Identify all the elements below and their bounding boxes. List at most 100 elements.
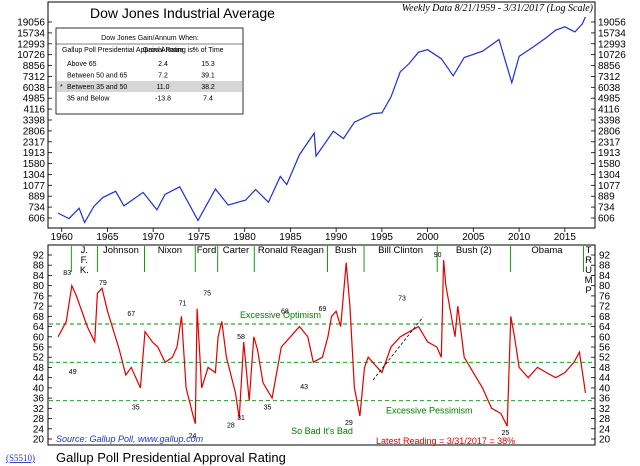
djia-tick-label-left: 12993 bbox=[17, 39, 45, 50]
gallup-tick-label-left: 80 bbox=[33, 281, 45, 292]
peak-label: 90 bbox=[434, 252, 442, 259]
gallup-tick-label-right: 40 bbox=[599, 383, 611, 394]
gallup-tick-label-right: 44 bbox=[599, 373, 611, 384]
president-name: Ronald Reagan bbox=[258, 245, 324, 256]
table-row-gain: 11.0 bbox=[156, 84, 169, 91]
gallup-tick-label-left: 20 bbox=[33, 435, 45, 446]
peak-label: 43 bbox=[300, 384, 308, 391]
djia-tick-label-right: 606 bbox=[598, 214, 615, 225]
djia-tick-label-right: 8856 bbox=[598, 61, 621, 72]
gallup-tick-label-right: 60 bbox=[599, 332, 611, 343]
table-rows: Above 65 2.4 15.3 Between 50 and 65 7.2 39.1 *… bbox=[57, 61, 242, 103]
gallup-tick-label-right: 48 bbox=[599, 363, 611, 374]
gallup-tick-label-left: 32 bbox=[33, 404, 45, 415]
djia-right-axis: 6067348891077130415801913231728063398411… bbox=[591, 18, 626, 225]
djia-tick-label-right: 6038 bbox=[598, 83, 621, 94]
gallup-tick-label-right: 80 bbox=[599, 281, 611, 292]
gallup-tick-label-left: 92 bbox=[33, 251, 45, 262]
peak-label: 31 bbox=[237, 415, 245, 422]
djia-tick-label-right: 15734 bbox=[598, 28, 626, 39]
peak-label: 71 bbox=[179, 301, 187, 308]
gallup-plot-frame bbox=[47, 244, 596, 446]
peak-label: 83 bbox=[63, 270, 71, 277]
gallup-tick-label-left: 60 bbox=[33, 332, 45, 343]
latest-reading: Latest Reading = 3/31/2017 = 38% bbox=[376, 436, 515, 446]
peak-label: 79 bbox=[99, 280, 107, 287]
gallup-tick-label-right: 64 bbox=[599, 322, 611, 333]
president-name: Bush (2) bbox=[456, 245, 492, 256]
year-tick-label: 1960 bbox=[51, 232, 74, 243]
gallup-tick-label-left: 44 bbox=[33, 373, 45, 384]
djia-tick-label-left: 2806 bbox=[23, 126, 46, 137]
table-frame bbox=[55, 27, 244, 115]
gallup-tick-label-right: 32 bbox=[599, 404, 611, 415]
table-row-label: Between 50 and 65 bbox=[67, 73, 127, 80]
djia-panel: Dow Jones Industrial Average Weekly Data… bbox=[17, 1, 626, 229]
gallup-tick-label-left: 28 bbox=[33, 414, 45, 425]
table-header-pct: % of Time bbox=[192, 47, 223, 54]
gallup-tick-label-left: 76 bbox=[33, 291, 45, 302]
gallup-tick-label-left: 36 bbox=[33, 394, 45, 405]
peak-label: 28 bbox=[227, 423, 235, 430]
gallup-tick-label-left: 56 bbox=[33, 343, 45, 354]
gallup-tick-label-left: 88 bbox=[33, 261, 45, 272]
peak-label: 67 bbox=[127, 311, 135, 318]
table-caption: Dow Jones Gain/Annum When: bbox=[101, 35, 199, 42]
djia-tick-label-right: 1077 bbox=[598, 181, 621, 192]
president-name: Nixon bbox=[158, 245, 182, 256]
djia-tick-label-left: 3398 bbox=[23, 116, 46, 127]
peak-label: 35 bbox=[264, 405, 272, 412]
president-name: Bush bbox=[335, 245, 357, 256]
gallup-tick-label-left: 84 bbox=[33, 271, 45, 282]
gallup-tick-label-right: 68 bbox=[599, 312, 611, 323]
table-row-gain: 7.2 bbox=[158, 73, 168, 80]
gallup-tick-label-right: 56 bbox=[599, 343, 611, 354]
peak-label: 68 bbox=[281, 308, 289, 315]
year-axis: 1960 1965 1970 1975 1980 1985 1990 1995 2000 2005… bbox=[51, 228, 577, 243]
djia-tick-label-right: 7312 bbox=[598, 72, 621, 83]
gallup-tick-label-right: 52 bbox=[599, 353, 611, 364]
threshold-label: Excessive Optimism bbox=[240, 310, 321, 320]
year-tick-label: 2010 bbox=[508, 232, 531, 243]
year-tick-label: 1975 bbox=[188, 232, 211, 243]
djia-title: Dow Jones Industrial Average bbox=[90, 5, 275, 21]
dow-gain-table: Dow Jones Gain/Annum When: Gallup Poll P… bbox=[55, 27, 244, 115]
table-row-marker: * bbox=[60, 84, 63, 91]
djia-tick-label-right: 734 bbox=[598, 203, 615, 214]
year-tick-label: 1990 bbox=[325, 232, 348, 243]
gallup-tick-label-left: 68 bbox=[33, 312, 45, 323]
peak-label: 69 bbox=[319, 306, 327, 313]
bottom-title: Gallup Poll Presidential Approval Rating bbox=[56, 450, 286, 465]
year-tick-label: 2000 bbox=[416, 232, 439, 243]
zone-label: So Bad It's Bad bbox=[291, 426, 353, 436]
djia-tick-label-left: 1304 bbox=[23, 170, 46, 181]
peak-label: 29 bbox=[345, 420, 353, 427]
gallup-tick-label-right: 84 bbox=[599, 271, 611, 282]
djia-tick-label-left: 734 bbox=[28, 203, 45, 214]
gallup-tick-label-left: 40 bbox=[33, 383, 45, 394]
president-name: J. F. K. bbox=[80, 245, 89, 276]
table-row-pct: 39.1 bbox=[201, 73, 215, 80]
threshold-lines: Excessive Optimism Excessive Pessimism bbox=[49, 310, 594, 416]
chart-code[interactable]: (S5510) bbox=[6, 453, 35, 463]
djia-tick-label-left: 1077 bbox=[23, 181, 46, 192]
year-tick-label: 1970 bbox=[142, 232, 165, 243]
president-name: Bill Clinton bbox=[378, 245, 423, 256]
djia-tick-label-right: 19056 bbox=[598, 18, 626, 29]
gallup-tick-label-left: 24 bbox=[33, 424, 45, 435]
djia-tick-label-left: 15734 bbox=[17, 28, 45, 39]
approval-series-line bbox=[57, 260, 586, 427]
peak-label: 24 bbox=[189, 433, 197, 440]
president-terms: J. F. K. Johnson Nixon Ford Carter Ronald Reaga… bbox=[70, 245, 593, 296]
gallup-line bbox=[57, 260, 586, 427]
table-row-gain: -13.8 bbox=[155, 96, 171, 103]
gallup-tick-label-left: 48 bbox=[33, 363, 45, 374]
gallup-tick-label-right: 20 bbox=[599, 435, 611, 446]
djia-tick-label-right: 4116 bbox=[598, 105, 620, 116]
djia-tick-label-right: 10726 bbox=[598, 50, 626, 61]
year-tick-label: 2015 bbox=[554, 232, 577, 243]
